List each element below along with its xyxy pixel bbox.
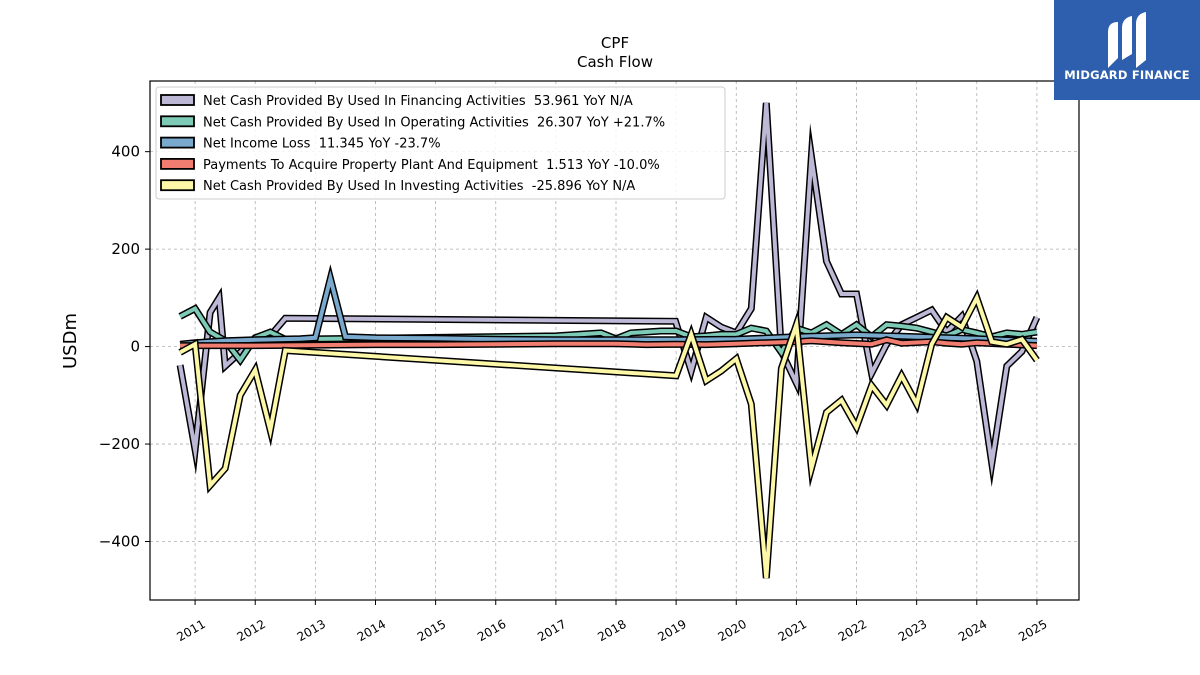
legend-swatch <box>160 157 195 170</box>
legend-box <box>155 86 726 200</box>
x-tick-label: 2011 <box>174 617 207 644</box>
chart-title: CPF <box>601 34 629 52</box>
y-tick-label: −200 <box>99 435 140 453</box>
series-line <box>179 264 1038 348</box>
legend-entry: Net Cash Provided By Used In Investing A… <box>203 179 635 194</box>
legend-swatch <box>160 94 195 106</box>
y-tick-label: 400 <box>111 143 140 161</box>
x-tick-label: 2018 <box>595 617 628 644</box>
series-line <box>178 289 1040 579</box>
chart-subtitle: Cash Flow <box>577 53 653 71</box>
x-tick-label: 2019 <box>655 617 688 644</box>
legend: Net Cash Provided By Used In Financing A… <box>155 86 726 200</box>
x-tick-label: 2016 <box>475 617 508 644</box>
y-tick-label: −400 <box>99 533 140 551</box>
brand-name: MIDGARD FINANCE <box>1064 68 1190 82</box>
brand-logo: MIDGARD FINANCE <box>1054 0 1200 100</box>
y-tick-label: 0 <box>130 338 140 356</box>
x-tick-label: 2020 <box>716 617 749 644</box>
x-tick-label: 2025 <box>1016 617 1049 644</box>
y-tick-label: 200 <box>111 240 140 258</box>
legend-swatch <box>160 115 195 128</box>
legend-swatch <box>160 179 195 192</box>
x-tick-label: 2013 <box>295 617 328 644</box>
y-axis-label: USDm <box>60 313 81 369</box>
x-tick-label: 2014 <box>355 617 388 644</box>
x-tick-label: 2022 <box>836 617 869 644</box>
series-lines <box>176 102 1041 579</box>
plot-frame <box>149 80 1080 601</box>
x-tick-label: 2023 <box>896 617 929 644</box>
x-tick-label: 2017 <box>535 617 568 644</box>
legend-entry: Net Cash Provided By Used In Operating A… <box>203 115 665 130</box>
x-tick-label: 2012 <box>234 617 267 644</box>
x-tick-label: 2015 <box>415 617 448 644</box>
x-tick-label: 2021 <box>776 617 809 644</box>
legend-entry: Net Cash Provided By Used In Financing A… <box>203 94 633 109</box>
legend-entry: Payments To Acquire Property Plant And E… <box>203 158 660 173</box>
legend-swatch <box>160 136 195 149</box>
x-tick-label: 2024 <box>956 617 989 644</box>
legend-entry: Net Income Loss 11.345 YoY -23.7% <box>203 137 441 152</box>
brand-mark-icon <box>1108 12 1146 68</box>
series-line <box>180 336 1038 350</box>
